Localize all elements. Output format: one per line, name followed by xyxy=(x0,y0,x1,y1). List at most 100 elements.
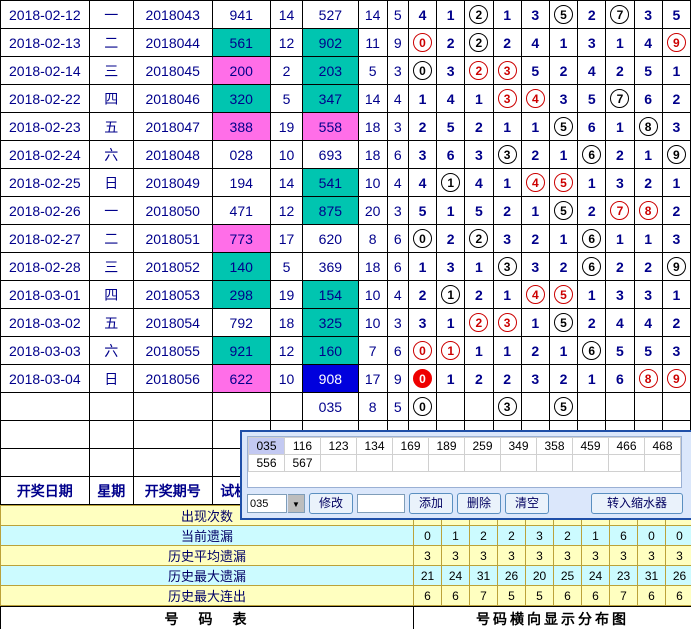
cell-digit-2[interactable]: 2 xyxy=(464,112,494,141)
cell-digit-0[interactable]: 2 xyxy=(407,280,438,309)
cell-digit-2[interactable]: 2 xyxy=(464,0,494,29)
cell-digit-2[interactable]: 2 xyxy=(464,56,494,85)
cell-digit-1[interactable]: 1 xyxy=(436,168,466,197)
cell-digit-5[interactable]: 5 xyxy=(548,196,579,225)
combination-item[interactable]: 349 xyxy=(500,437,537,455)
combination-list[interactable]: 035 116 123 134 169 189 259 349 358 459 466 468 556 5… xyxy=(247,436,682,488)
cell-digit-2[interactable]: 4 xyxy=(464,168,494,197)
table-row[interactable]: 2018-02-25 日 2018049 194 14 541 10 4 4 1 4 1 4 5 1 3 2 1 xyxy=(0,168,691,197)
cell-digit-6[interactable]: 2 xyxy=(577,0,607,29)
cell-digit-0[interactable]: 5 xyxy=(407,196,438,225)
cell-digit-8[interactable]: 2 xyxy=(633,252,663,281)
cell-digit-9[interactable]: 1 xyxy=(661,280,691,309)
cell-digit-2[interactable]: 3 xyxy=(464,140,494,169)
cell-digit-5[interactable]: 1 xyxy=(548,28,579,57)
cell-digit-5[interactable]: 5 xyxy=(548,0,579,29)
cell-digit-3[interactable]: 2 xyxy=(492,28,522,57)
cell-digit-3[interactable]: 3 xyxy=(492,84,522,113)
cell-digit-5[interactable]: 2 xyxy=(548,364,579,393)
cell-digit-1[interactable]: 1 xyxy=(436,336,466,365)
cell-digit-5[interactable]: 5 xyxy=(548,168,579,197)
cell-digit-9[interactable]: 9 xyxy=(661,252,691,281)
cell-digit-1[interactable]: 6 xyxy=(436,140,466,169)
cell-digit-1[interactable]: 2 xyxy=(436,28,466,57)
combination-item[interactable]: 468 xyxy=(644,437,681,455)
table-row[interactable]: 2018-03-02 五 2018054 792 18 325 10 3 3 1 2 3 1 5 2 4 4 2 xyxy=(0,308,691,337)
cell-digit-1[interactable]: 1 xyxy=(436,196,466,225)
combination-item[interactable]: 556 xyxy=(248,454,285,472)
combination-input[interactable] xyxy=(357,494,405,513)
combination-item[interactable] xyxy=(608,454,645,472)
cell-digit-5[interactable]: 2 xyxy=(548,56,579,85)
cell-digit-4[interactable]: 4 xyxy=(520,84,550,113)
table-row[interactable]: 2018-02-22 四 2018046 320 5 347 14 4 1 4 1 3 4 3 5 7 6 2 xyxy=(0,84,691,113)
cell-digit-5[interactable]: 1 xyxy=(548,224,579,253)
table-row[interactable]: 2018-02-24 六 2018048 028 10 693 18 6 3 6 3 3 2 1 6 2 1 9 xyxy=(0,140,691,169)
combination-item[interactable] xyxy=(536,454,573,472)
cell-digit-4[interactable]: 3 xyxy=(520,252,550,281)
cell-digit-0[interactable]: 1 xyxy=(407,84,438,113)
cell-digit-7[interactable]: 3 xyxy=(605,280,635,309)
combination-item[interactable] xyxy=(572,454,609,472)
cell-digit-2[interactable]: 1 xyxy=(464,252,494,281)
cell-digit-0[interactable]: 0 xyxy=(407,364,438,393)
combination-item[interactable]: 134 xyxy=(356,437,393,455)
cell-digit-3[interactable]: 3 xyxy=(492,252,522,281)
cell-digit-7[interactable]: 2 xyxy=(605,252,635,281)
cell-digit-1[interactable]: 1 xyxy=(436,280,466,309)
cell-digit-9[interactable]: 2 xyxy=(661,84,691,113)
cell-digit-9[interactable]: 5 xyxy=(661,0,691,29)
cell-digit-4[interactable]: 2 xyxy=(520,140,550,169)
cell-digit-9[interactable]: 1 xyxy=(661,168,691,197)
cell-digit-5[interactable]: 1 xyxy=(548,336,579,365)
combination-item[interactable]: 116 xyxy=(284,437,321,455)
cell-digit-8[interactable]: 4 xyxy=(633,28,663,57)
cell-digit-7[interactable]: 1 xyxy=(605,28,635,57)
cell-digit-7[interactable]: 1 xyxy=(605,224,635,253)
cell-digit-2[interactable]: 2 xyxy=(464,280,494,309)
cell-digit-2[interactable]: 1 xyxy=(464,336,494,365)
transfer-to-reducer-button[interactable]: 转入缩水器 xyxy=(591,493,683,514)
combination-item[interactable] xyxy=(320,454,357,472)
combination-item[interactable]: 169 xyxy=(392,437,429,455)
combination-item[interactable]: 035 xyxy=(248,437,285,455)
cell-digit-8[interactable]: 8 xyxy=(633,364,663,393)
cell-digit-7[interactable]: 7 xyxy=(605,0,635,29)
cell-digit-0[interactable]: 2 xyxy=(407,112,438,141)
cell-digit-8[interactable]: 3 xyxy=(633,0,663,29)
cell-digit-5[interactable]: 3 xyxy=(548,84,579,113)
combination-item[interactable]: 189 xyxy=(428,437,465,455)
cell-digit-0[interactable]: 0 xyxy=(407,28,438,57)
cell-digit-1[interactable]: 4 xyxy=(436,84,466,113)
combination-item[interactable] xyxy=(392,454,429,472)
cell-digit-6[interactable]: 3 xyxy=(577,28,607,57)
cell-digit-4[interactable]: 2 xyxy=(520,336,550,365)
cell-digit-9[interactable]: 1 xyxy=(661,56,691,85)
cell-digit-1[interactable]: 3 xyxy=(436,56,466,85)
cell-digit-0[interactable]: 1 xyxy=(407,252,438,281)
cell-digit-4[interactable]: 5 xyxy=(520,56,550,85)
cell-digit-9[interactable]: 3 xyxy=(661,224,691,253)
cell-digit-5[interactable]: 5 xyxy=(548,308,579,337)
cell-digit-6[interactable]: 6 xyxy=(577,112,607,141)
cell-digit-9[interactable]: 9 xyxy=(661,364,691,393)
combination-item[interactable]: 358 xyxy=(536,437,573,455)
cell-digit-9[interactable]: 9 xyxy=(661,28,691,57)
cell-digit-8[interactable]: 1 xyxy=(633,140,663,169)
combination-item[interactable] xyxy=(644,454,681,472)
cell-digit-8[interactable]: 1 xyxy=(633,224,663,253)
cell-digit-7[interactable]: 5 xyxy=(605,336,635,365)
table-row[interactable]: 2018-02-13 二 2018044 561 12 902 11 9 0 2 2 2 4 1 3 1 4 9 xyxy=(0,28,691,57)
cell-digit-4[interactable]: 4 xyxy=(520,168,550,197)
cell-digit-7[interactable]: 3 xyxy=(605,168,635,197)
cell-digit-3[interactable]: 3 xyxy=(492,56,522,85)
cell-digit-4[interactable]: 3 xyxy=(520,364,550,393)
cell-digit-5[interactable]: 1 xyxy=(548,140,579,169)
cell-digit-4[interactable]: 1 xyxy=(520,112,550,141)
table-row[interactable]: 2018-02-14 三 2018045 200 2 203 5 3 0 3 2 3 5 2 4 2 5 1 xyxy=(0,56,691,85)
cell-digit-6[interactable]: 2 xyxy=(577,196,607,225)
cell-digit-4[interactable]: 4 xyxy=(520,28,550,57)
cell-digit-8[interactable]: 8 xyxy=(633,196,663,225)
table-row[interactable]: 2018-02-12 一 2018043 941 14 527 14 5 4 1 2 1 3 5 2 7 3 5 xyxy=(0,0,691,29)
cell-digit-6[interactable]: 2 xyxy=(577,308,607,337)
